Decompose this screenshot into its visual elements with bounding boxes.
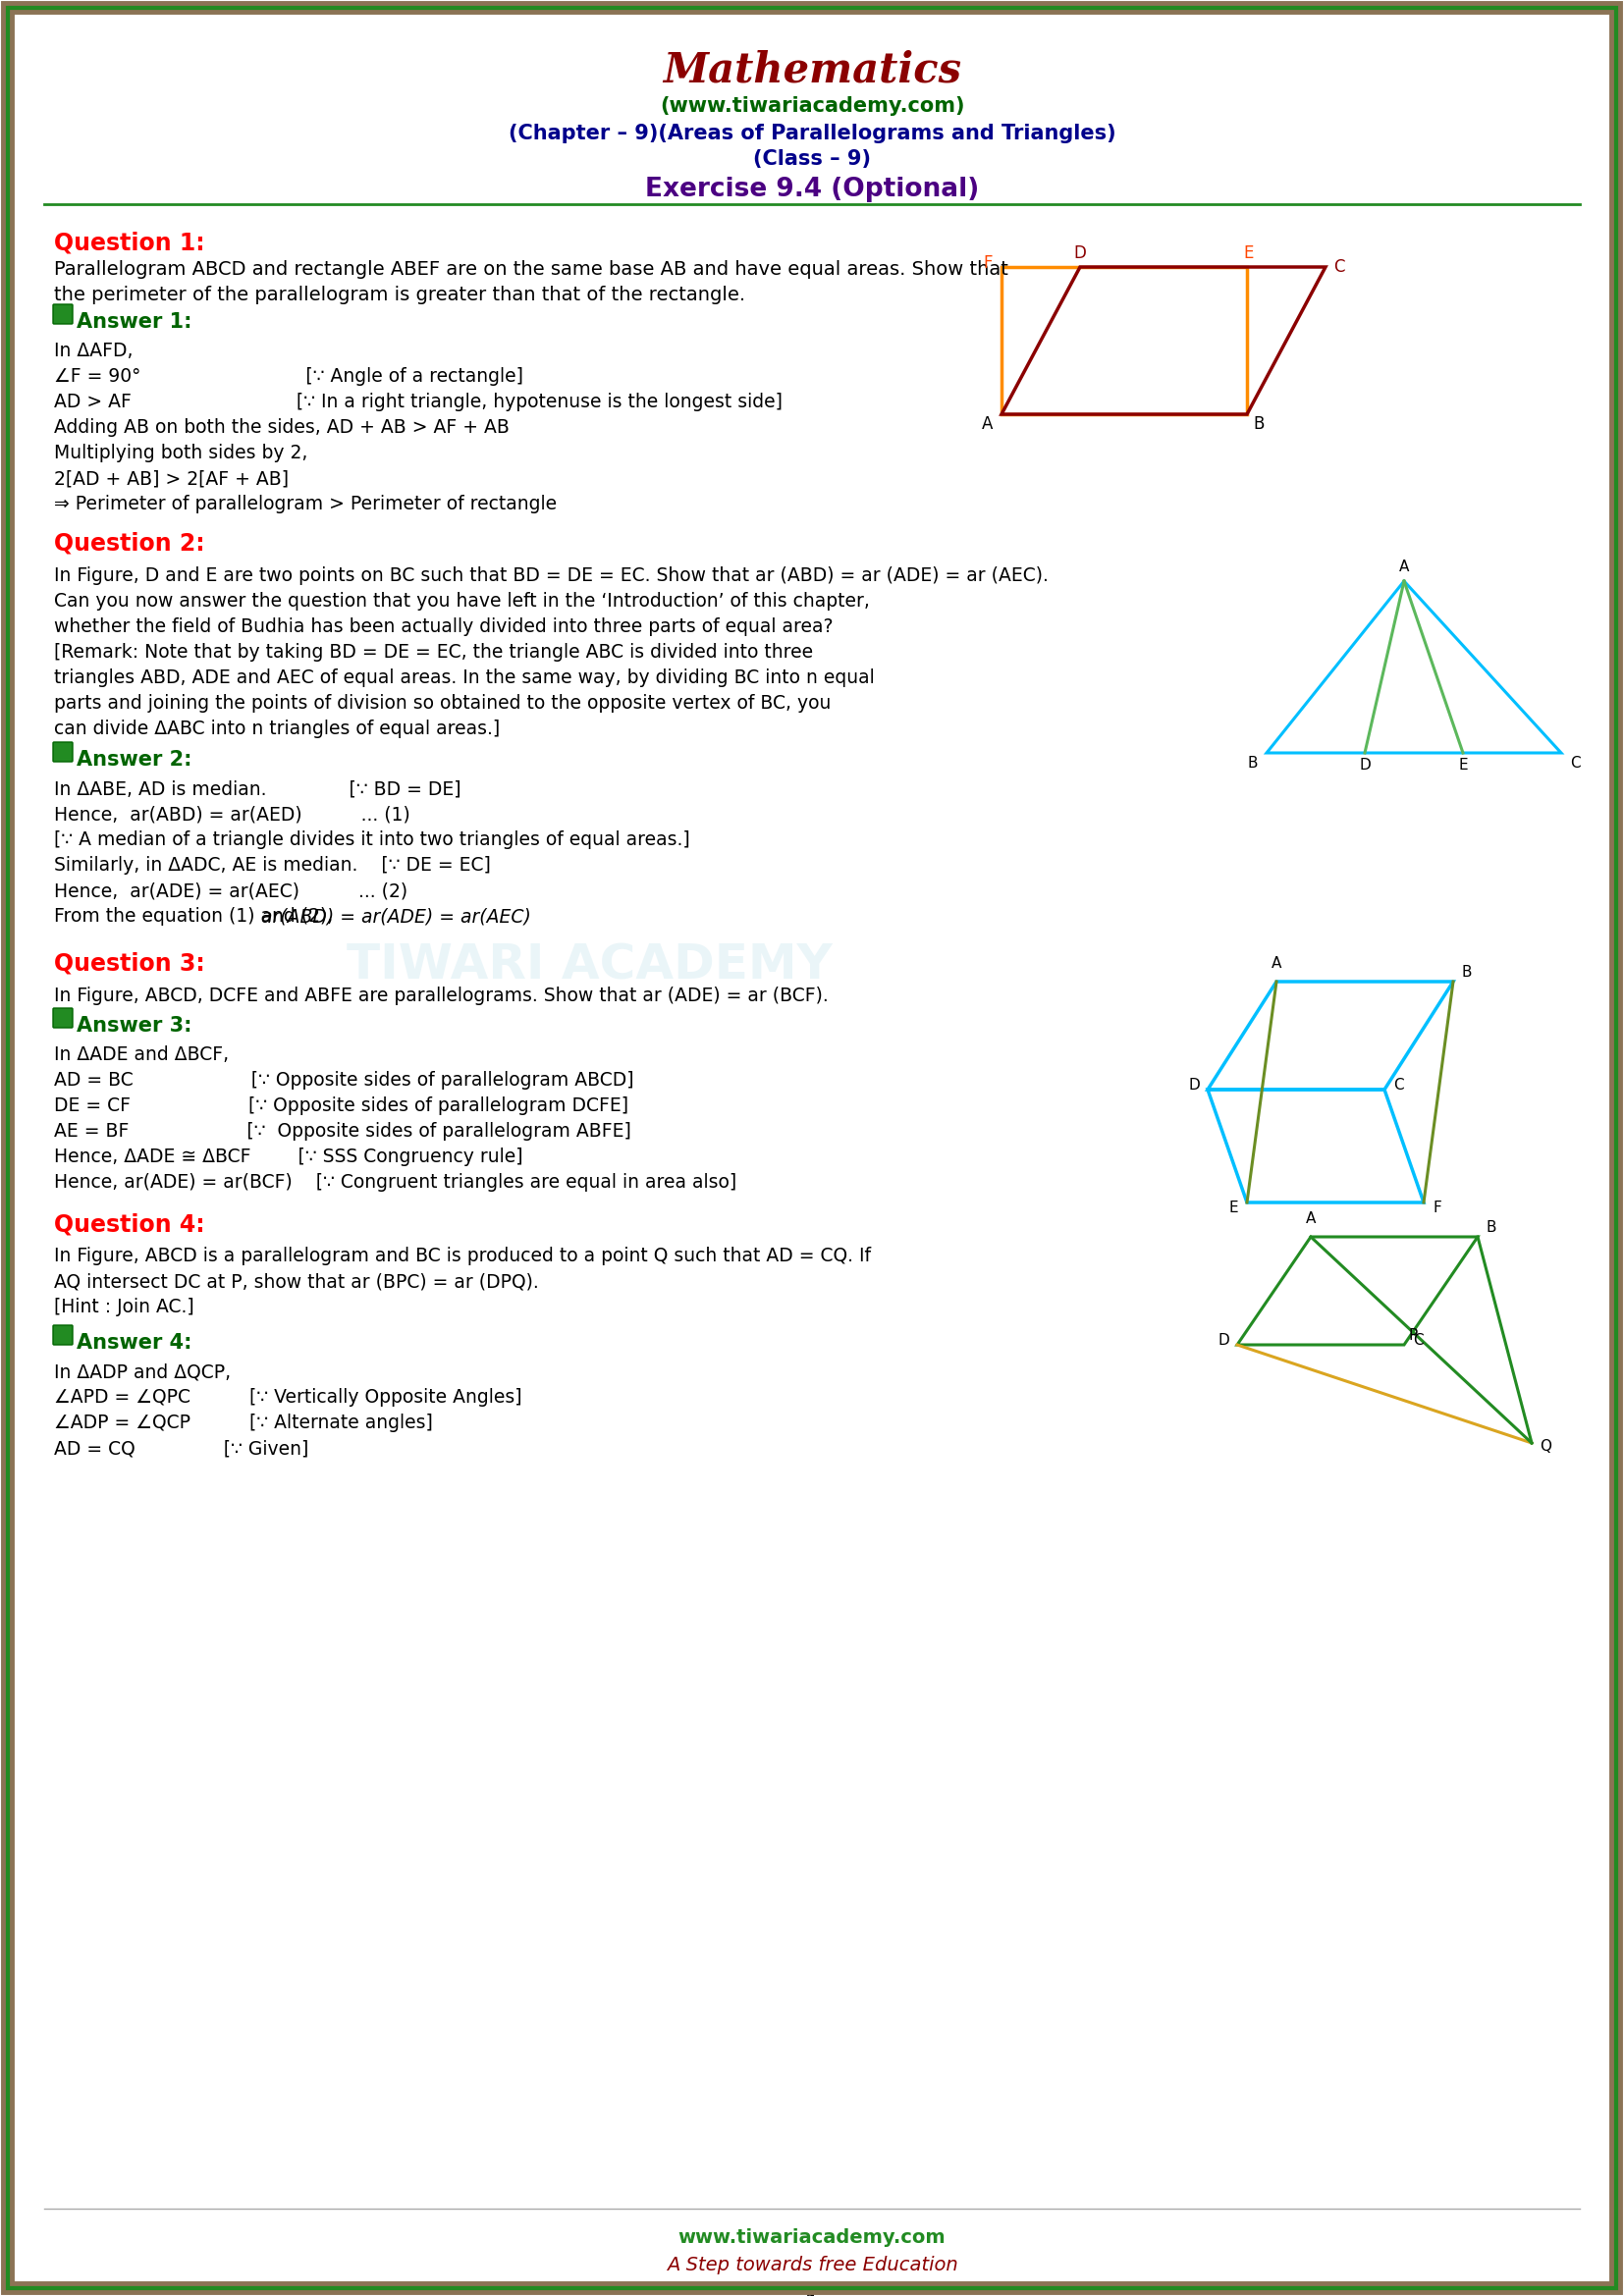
- Text: F: F: [1432, 1201, 1442, 1215]
- FancyBboxPatch shape: [54, 1325, 73, 1345]
- Text: A: A: [1306, 1212, 1315, 1226]
- FancyBboxPatch shape: [54, 742, 73, 762]
- Text: Question 4:: Question 4:: [54, 1212, 205, 1235]
- Text: E: E: [1458, 758, 1468, 771]
- Text: In ΔABE, AD is median.              [∵ BD = DE]: In ΔABE, AD is median. [∵ BD = DE]: [54, 778, 461, 799]
- Text: C: C: [1393, 1077, 1403, 1093]
- Text: From the equation (1) and (2),: From the equation (1) and (2),: [54, 907, 339, 925]
- Text: D: D: [1073, 243, 1086, 262]
- Text: Hence,  ar(ABD) = ar(AED)          ... (1): Hence, ar(ABD) = ar(AED) ... (1): [54, 806, 411, 824]
- Text: In ΔAFD,: In ΔAFD,: [54, 342, 133, 360]
- Text: Hence, ΔADE ≅ ΔBCF        [∵ SSS Congruency rule]: Hence, ΔADE ≅ ΔBCF [∵ SSS Congruency rul…: [54, 1148, 523, 1166]
- Text: can divide ΔABC into n triangles of equal areas.]: can divide ΔABC into n triangles of equa…: [54, 719, 500, 739]
- Text: In Figure, ABCD, DCFE and ABFE are parallelograms. Show that ar (ADE) = ar (BCF): In Figure, ABCD, DCFE and ABFE are paral…: [54, 987, 828, 1006]
- Text: A: A: [1398, 560, 1410, 574]
- Text: Parallelogram ABCD and rectangle ABEF are on the same base AB and have equal are: Parallelogram ABCD and rectangle ABEF ar…: [54, 259, 1009, 278]
- Text: Hence, ar(ADE) = ar(BCF)    [∵ Congruent triangles are equal in area also]: Hence, ar(ADE) = ar(BCF) [∵ Congruent tr…: [54, 1173, 737, 1192]
- Text: D: D: [1359, 758, 1371, 771]
- Text: E: E: [1244, 243, 1254, 262]
- Text: Q: Q: [1540, 1440, 1551, 1453]
- Text: Can you now answer the question that you have left in the ‘Introduction’ of this: Can you now answer the question that you…: [54, 592, 870, 611]
- Text: Hence,  ar(ADE) = ar(AEC)          ... (2): Hence, ar(ADE) = ar(AEC) ... (2): [54, 882, 408, 900]
- Text: parts and joining the points of division so obtained to the opposite vertex of B: parts and joining the points of division…: [54, 693, 831, 712]
- Text: ∠ADP = ∠QCP          [∵ Alternate angles]: ∠ADP = ∠QCP [∵ Alternate angles]: [54, 1414, 434, 1433]
- Text: DE = CF                    [∵ Opposite sides of parallelogram DCFE]: DE = CF [∵ Opposite sides of parallelogr…: [54, 1097, 628, 1116]
- Text: E: E: [1228, 1201, 1237, 1215]
- Text: Adding AB on both the sides, AD + AB > AF + AB: Adding AB on both the sides, AD + AB > A…: [54, 418, 510, 436]
- Text: Question 2:: Question 2:: [54, 533, 205, 556]
- Text: AE = BF                    [∵  Opposite sides of parallelogram ABFE]: AE = BF [∵ Opposite sides of parallelogr…: [54, 1123, 632, 1141]
- FancyBboxPatch shape: [54, 305, 73, 324]
- Text: B: B: [1254, 416, 1265, 434]
- Text: A: A: [1272, 955, 1281, 971]
- Text: Answer 2:: Answer 2:: [76, 751, 192, 769]
- Text: ar(ABD) = ar(ADE) = ar(AEC): ar(ABD) = ar(ADE) = ar(AEC): [261, 907, 531, 925]
- Text: Mathematics: Mathematics: [663, 51, 961, 92]
- Text: [∵ A median of a triangle divides it into two triangles of equal areas.]: [∵ A median of a triangle divides it int…: [54, 831, 690, 850]
- Text: F: F: [983, 255, 992, 271]
- Text: 1: 1: [806, 2291, 818, 2296]
- Text: A Step towards free Education: A Step towards free Education: [666, 2255, 958, 2275]
- Text: C: C: [1333, 257, 1345, 276]
- Text: P: P: [1408, 1327, 1418, 1343]
- Text: TIWARI ACADEMY: TIWARI ACADEMY: [346, 941, 831, 990]
- Text: A: A: [983, 416, 994, 434]
- Text: B: B: [1247, 755, 1259, 769]
- Text: AD = BC                    [∵ Opposite sides of parallelogram ABCD]: AD = BC [∵ Opposite sides of parallelogr…: [54, 1070, 633, 1091]
- Text: (Chapter – 9)(Areas of Parallelograms and Triangles): (Chapter – 9)(Areas of Parallelograms an…: [508, 124, 1116, 142]
- Text: Answer 3:: Answer 3:: [76, 1015, 192, 1035]
- Text: AQ intersect DC at P, show that ar (BPC) = ar (DPQ).: AQ intersect DC at P, show that ar (BPC)…: [54, 1272, 539, 1290]
- Text: Multiplying both sides by 2,: Multiplying both sides by 2,: [54, 443, 307, 461]
- Text: C: C: [1570, 755, 1580, 769]
- Text: Question 3:: Question 3:: [54, 953, 205, 976]
- Text: B: B: [1462, 964, 1471, 980]
- Text: In ΔADP and ΔQCP,: In ΔADP and ΔQCP,: [54, 1362, 231, 1382]
- Text: Question 1:: Question 1:: [54, 230, 205, 255]
- Text: (www.tiwariacademy.com): (www.tiwariacademy.com): [659, 96, 965, 115]
- Text: Exercise 9.4 (Optional): Exercise 9.4 (Optional): [645, 177, 979, 202]
- FancyBboxPatch shape: [54, 1008, 73, 1029]
- Text: In Figure, ABCD is a parallelogram and BC is produced to a point Q such that AD : In Figure, ABCD is a parallelogram and B…: [54, 1247, 870, 1265]
- Text: www.tiwariacademy.com: www.tiwariacademy.com: [679, 2229, 945, 2248]
- Text: Answer 4:: Answer 4:: [76, 1334, 192, 1352]
- Text: [Hint : Join AC.]: [Hint : Join AC.]: [54, 1297, 195, 1316]
- Text: AD = CQ               [∵ Given]: AD = CQ [∵ Given]: [54, 1440, 309, 1458]
- Text: 2[AD + AB] > 2[AF + AB]: 2[AD + AB] > 2[AF + AB]: [54, 468, 289, 487]
- Text: In ΔADE and ΔBCF,: In ΔADE and ΔBCF,: [54, 1045, 229, 1063]
- Text: In Figure, D and E are two points on BC such that BD = DE = EC. Show that ar (AB: In Figure, D and E are two points on BC …: [54, 567, 1049, 585]
- Text: B: B: [1486, 1219, 1497, 1235]
- Text: triangles ABD, ADE and AEC of equal areas. In the same way, by dividing BC into : triangles ABD, ADE and AEC of equal area…: [54, 668, 875, 687]
- Text: Similarly, in ΔADC, AE is median.    [∵ DE = EC]: Similarly, in ΔADC, AE is median. [∵ DE …: [54, 856, 490, 875]
- Text: [Remark: Note that by taking BD = DE = EC, the triangle ABC is divided into thre: [Remark: Note that by taking BD = DE = E…: [54, 643, 814, 661]
- Text: D: D: [1189, 1077, 1200, 1093]
- Text: ⇒ Perimeter of parallelogram > Perimeter of rectangle: ⇒ Perimeter of parallelogram > Perimeter…: [54, 494, 557, 514]
- Text: C: C: [1413, 1334, 1423, 1348]
- Text: Answer 1:: Answer 1:: [76, 312, 192, 333]
- Text: whether the field of Budhia has been actually divided into three parts of equal : whether the field of Budhia has been act…: [54, 618, 833, 636]
- Text: (Class – 9): (Class – 9): [754, 149, 870, 170]
- Text: ∠APD = ∠QPC          [∵ Vertically Opposite Angles]: ∠APD = ∠QPC [∵ Vertically Opposite Angle…: [54, 1389, 521, 1407]
- Text: the perimeter of the parallelogram is greater than that of the rectangle.: the perimeter of the parallelogram is gr…: [54, 285, 745, 305]
- Text: AD > AF                            [∵ In a right triangle, hypotenuse is the lon: AD > AF [∵ In a right triangle, hypotenu…: [54, 393, 783, 411]
- Text: D: D: [1218, 1334, 1229, 1348]
- Text: ∠F = 90°                            [∵ Angle of a rectangle]: ∠F = 90° [∵ Angle of a rectangle]: [54, 367, 523, 386]
